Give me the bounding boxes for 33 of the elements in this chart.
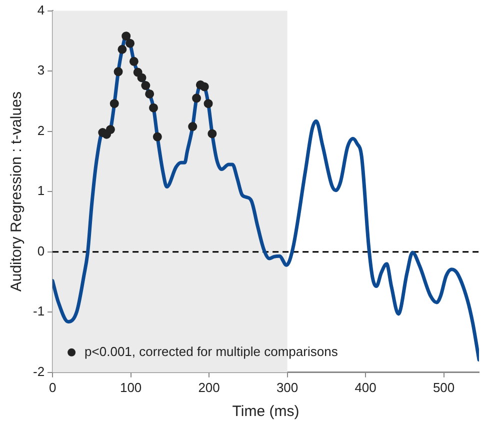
- point: [114, 67, 123, 76]
- x-tick-label: 0: [48, 380, 56, 395]
- y-tick-label: 3: [37, 62, 45, 78]
- point: [204, 99, 213, 108]
- point: [110, 99, 119, 108]
- point: [106, 125, 115, 134]
- point: [200, 82, 209, 92]
- y-tick-label: 2: [37, 122, 45, 138]
- point: [208, 129, 217, 138]
- point: [129, 56, 138, 66]
- point: [118, 44, 127, 54]
- point: [126, 38, 135, 48]
- point: [188, 122, 198, 132]
- point: [192, 94, 202, 103]
- y-tick-label: -2: [32, 364, 45, 379]
- y-tick-label: 1: [37, 183, 45, 198]
- x-tick-label: 300: [276, 380, 298, 395]
- y-axis-title: Auditory Regression : t-values: [8, 92, 26, 292]
- point: [137, 73, 146, 82]
- point: [152, 132, 162, 142]
- point: [122, 32, 131, 41]
- point: [148, 103, 158, 112]
- legend-label: p<0.001, corrected for multiple comparisons: [84, 344, 338, 359]
- x-tick-label: 100: [120, 380, 142, 395]
- y-tick-label: -1: [32, 304, 45, 319]
- point: [145, 89, 154, 98]
- x-tick-label: 200: [198, 380, 220, 395]
- y-tick-label: 4: [37, 2, 45, 18]
- point: [141, 81, 150, 90]
- x-axis-title: Time (ms): [232, 403, 300, 420]
- x-tick-label: 400: [354, 380, 376, 395]
- y-tick-label: 0: [37, 243, 45, 258]
- x-tick-label: 500: [432, 380, 455, 395]
